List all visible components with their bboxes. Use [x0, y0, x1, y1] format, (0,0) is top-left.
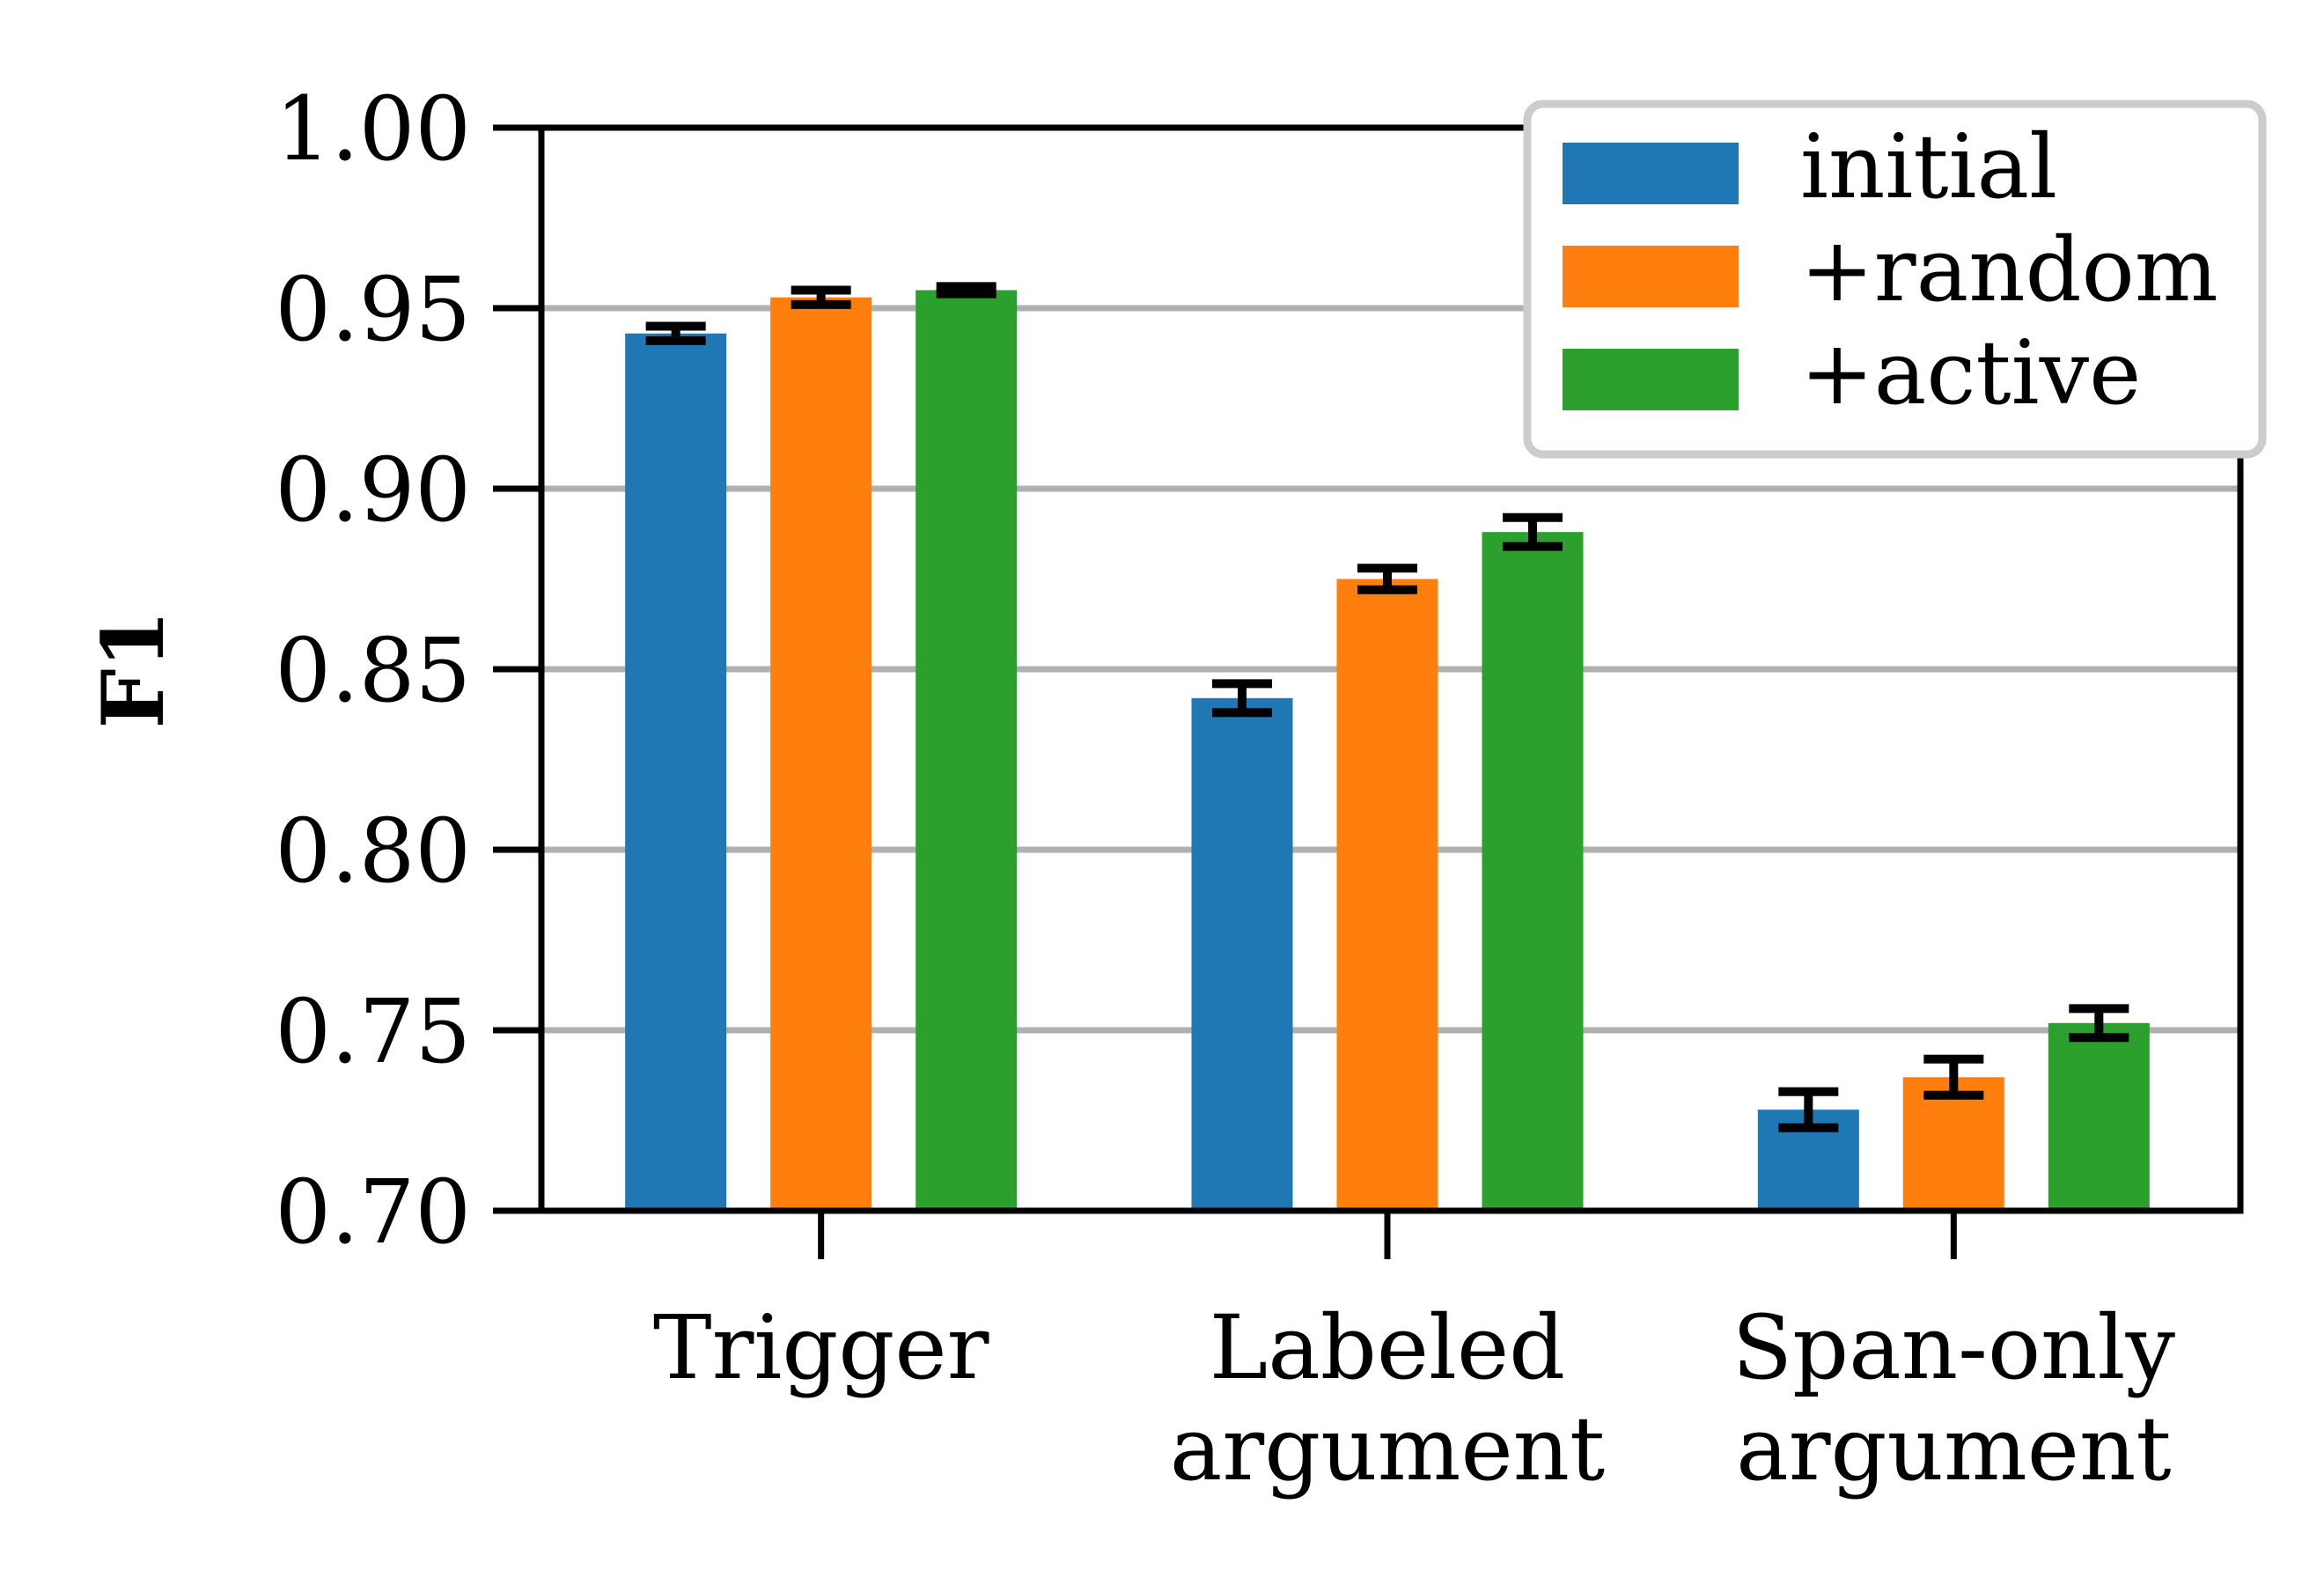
axes: 0.70 0.75 0.80 0.85 0.90 0.95 1.00 Trigger Label…	[84, 77, 2244, 1500]
bar-3-3	[2048, 1022, 2150, 1211]
legend-swatch	[1563, 349, 1739, 410]
bar-2-2	[1336, 579, 1438, 1211]
legend-label: initial	[1800, 115, 2057, 218]
x-tick-label: Span-only argument	[1732, 1296, 2176, 1500]
x-tick-label-line: Span-only	[1732, 1296, 2176, 1399]
bar-1-2	[1191, 697, 1293, 1211]
legend-label: +random	[1800, 218, 2218, 321]
legend-label: +active	[1800, 321, 2141, 424]
y-tick-label: 0.90	[275, 439, 471, 542]
bar-3-2	[1482, 532, 1584, 1211]
x-tick-label-line: Labeled	[1210, 1296, 1565, 1399]
x-tick-label-line: argument	[1170, 1397, 1605, 1500]
x-tick-label: Trigger	[653, 1296, 989, 1399]
legend-swatch	[1563, 246, 1739, 307]
y-tick-label: 0.85	[275, 619, 471, 722]
x-tick-label-line: argument	[1736, 1397, 2171, 1500]
y-tick-label: 0.80	[275, 800, 471, 903]
y-tick-label: 0.75	[275, 980, 471, 1083]
bar-1-1	[625, 333, 727, 1211]
legend-swatch	[1563, 143, 1739, 204]
legend: initial+random+active	[1523, 100, 2267, 459]
y-tick-label: 0.70	[275, 1161, 471, 1264]
x-tick-label-line: Trigger	[653, 1296, 989, 1399]
y-axis-label: F1	[84, 610, 183, 729]
bars	[625, 290, 2150, 1212]
error-bars	[645, 282, 2129, 1132]
bar-2-1	[770, 297, 872, 1212]
plot-frame	[538, 124, 2244, 1214]
x-tick-label: Labeled argument	[1170, 1296, 1605, 1500]
y-tick-label: 0.95	[275, 258, 471, 361]
y-tick-label: 1.00	[275, 77, 471, 181]
bar-3-1	[916, 290, 1018, 1211]
